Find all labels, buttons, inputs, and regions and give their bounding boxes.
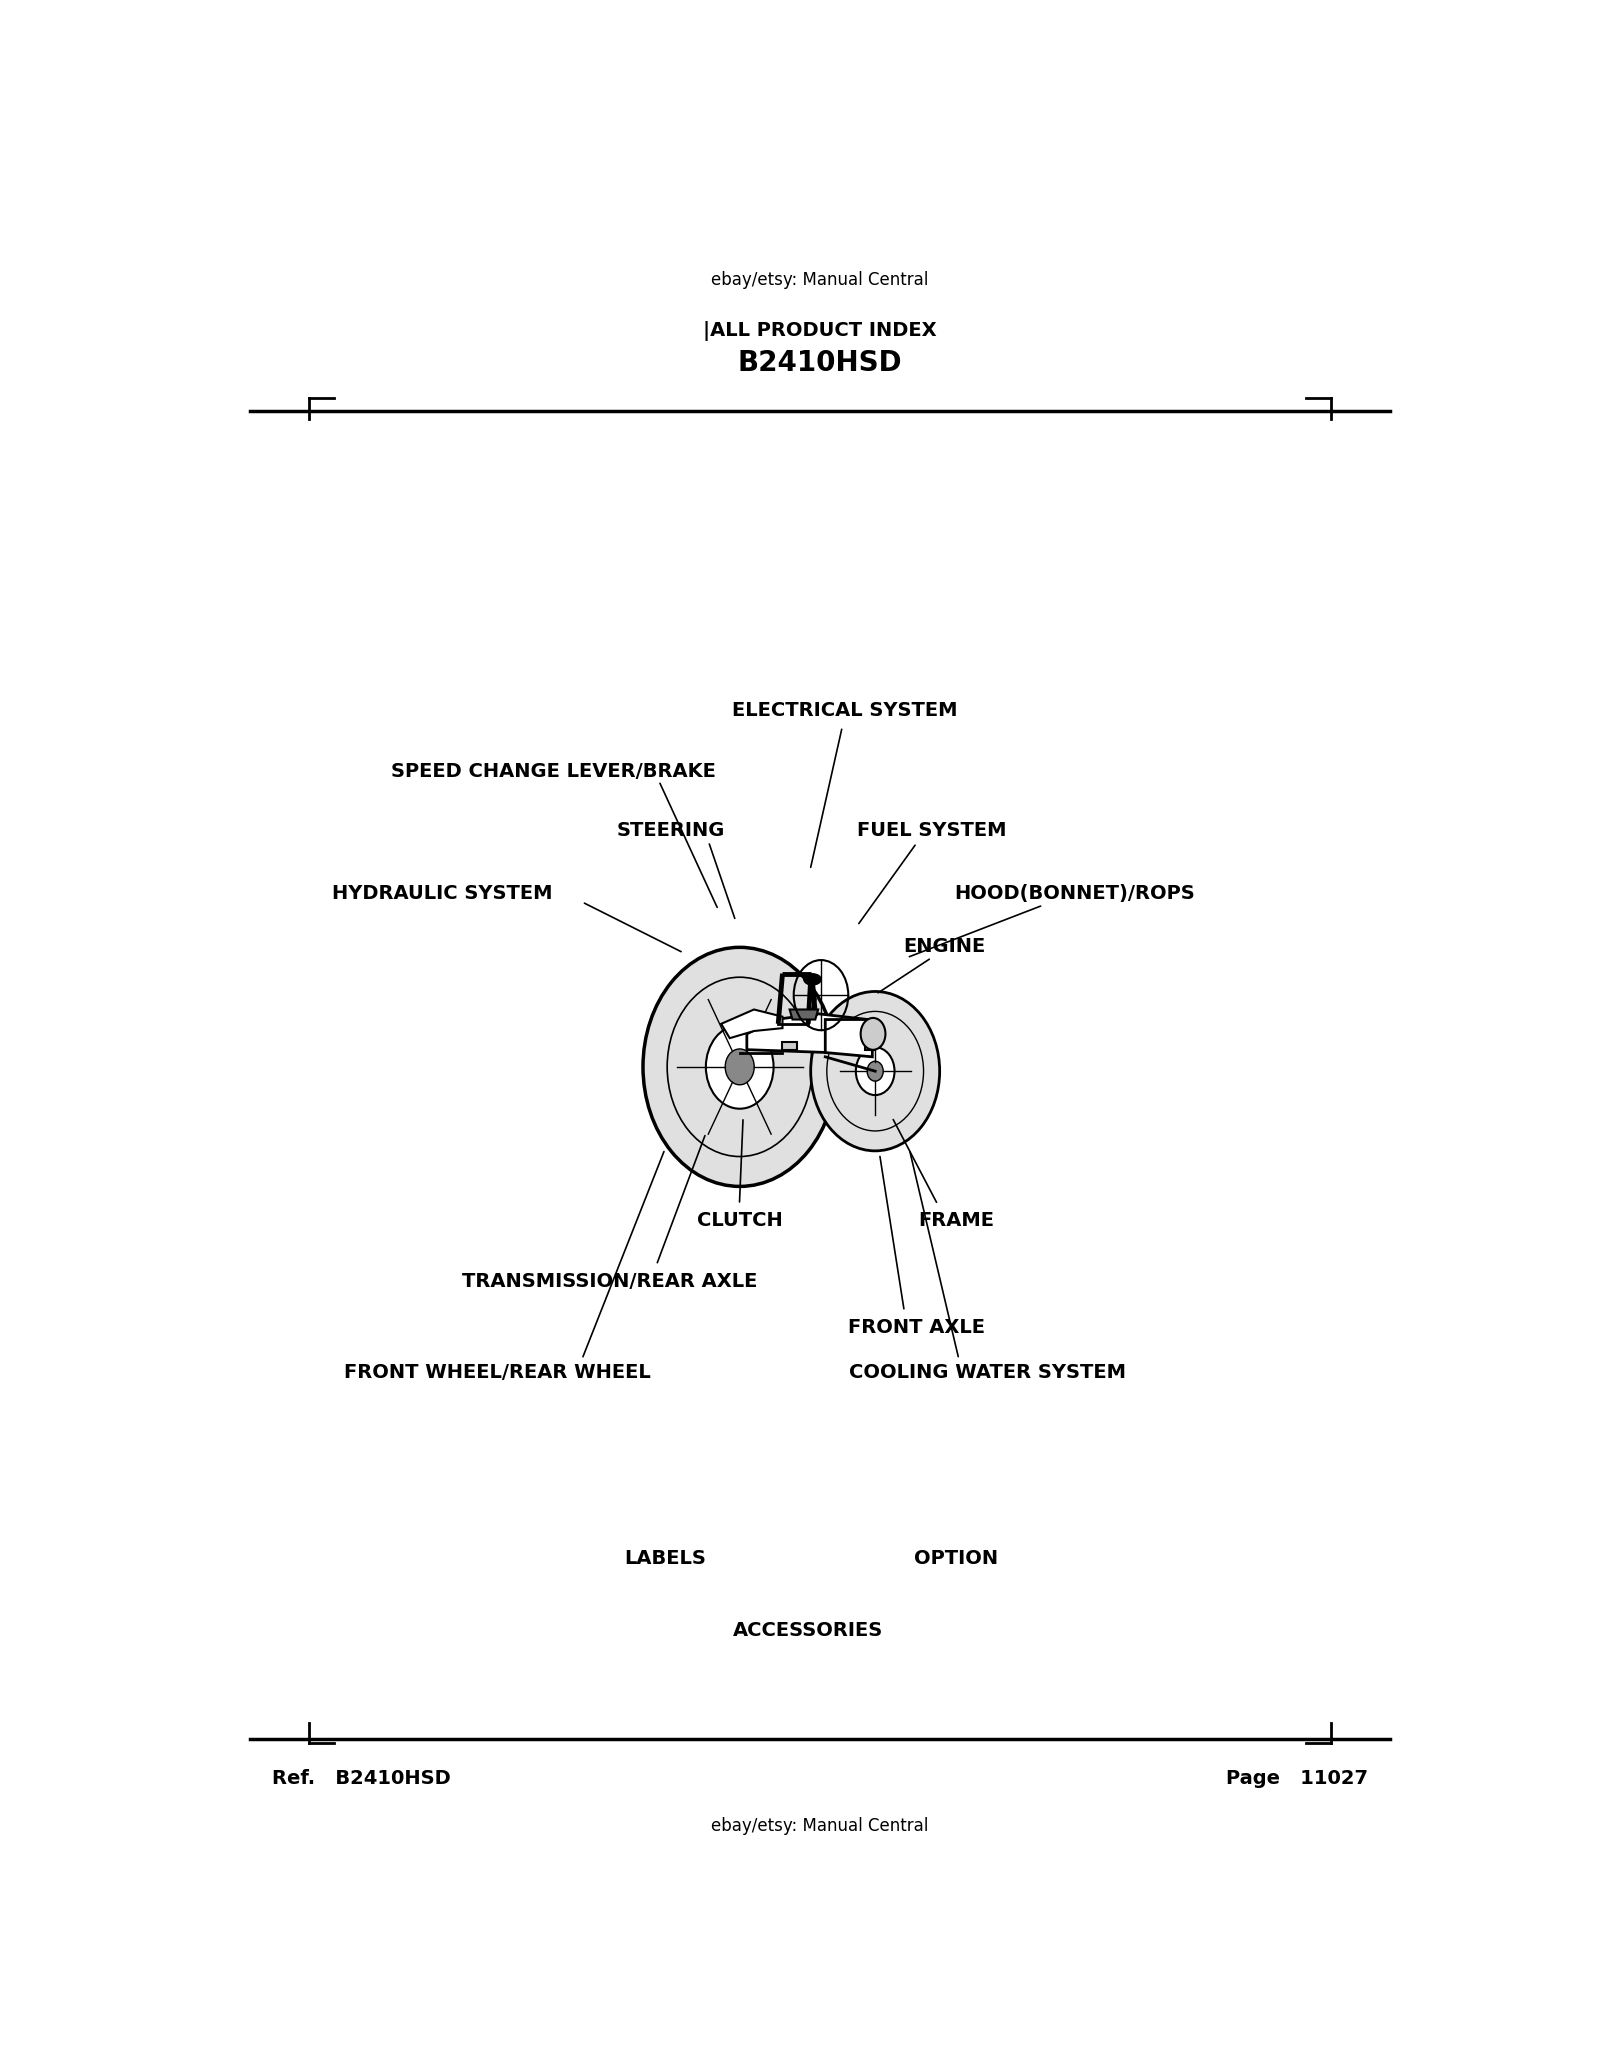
Polygon shape [747, 1014, 869, 1054]
Ellipse shape [867, 1062, 883, 1081]
Text: FUEL SYSTEM: FUEL SYSTEM [858, 820, 1006, 840]
Text: ENGINE: ENGINE [902, 938, 986, 956]
Text: ebay/etsy: Manual Central: ebay/etsy: Manual Central [712, 271, 928, 290]
Text: SPEED CHANGE LEVER/BRAKE: SPEED CHANGE LEVER/BRAKE [390, 762, 715, 780]
Text: FRONT AXLE: FRONT AXLE [848, 1319, 986, 1337]
Polygon shape [866, 1025, 874, 1049]
Circle shape [861, 1018, 885, 1049]
Ellipse shape [827, 1012, 923, 1130]
Ellipse shape [643, 948, 837, 1186]
Polygon shape [790, 1010, 818, 1021]
Text: FRAME: FRAME [918, 1211, 995, 1230]
Polygon shape [782, 1043, 797, 1049]
Text: Page   11027: Page 11027 [1226, 1770, 1368, 1788]
Text: FRONT WHEEL/REAR WHEEL: FRONT WHEEL/REAR WHEEL [344, 1362, 651, 1381]
Text: COOLING WATER SYSTEM: COOLING WATER SYSTEM [850, 1362, 1126, 1381]
Text: ELECTRICAL SYSTEM: ELECTRICAL SYSTEM [733, 702, 957, 720]
Ellipse shape [706, 1025, 773, 1110]
Text: |ALL PRODUCT INDEX: |ALL PRODUCT INDEX [702, 321, 938, 342]
Text: STEERING: STEERING [618, 820, 725, 840]
Text: HYDRAULIC SYSTEM: HYDRAULIC SYSTEM [331, 884, 552, 903]
Text: HOOD(BONNET)/ROPS: HOOD(BONNET)/ROPS [954, 884, 1195, 903]
Text: ebay/etsy: Manual Central: ebay/etsy: Manual Central [712, 1817, 928, 1836]
Ellipse shape [856, 1047, 894, 1095]
Text: B2410HSD: B2410HSD [738, 350, 902, 377]
Text: ACCESSORIES: ACCESSORIES [733, 1621, 883, 1639]
Polygon shape [722, 1010, 782, 1039]
Polygon shape [826, 1021, 872, 1058]
Text: CLUTCH: CLUTCH [696, 1211, 782, 1230]
Text: TRANSMISSION/REAR AXLE: TRANSMISSION/REAR AXLE [461, 1271, 757, 1292]
Text: OPTION: OPTION [914, 1548, 998, 1569]
Text: LABELS: LABELS [624, 1548, 706, 1569]
Ellipse shape [803, 973, 821, 985]
Ellipse shape [667, 977, 813, 1157]
Text: Ref.   B2410HSD: Ref. B2410HSD [272, 1770, 451, 1788]
Ellipse shape [725, 1049, 754, 1085]
Ellipse shape [811, 992, 939, 1151]
